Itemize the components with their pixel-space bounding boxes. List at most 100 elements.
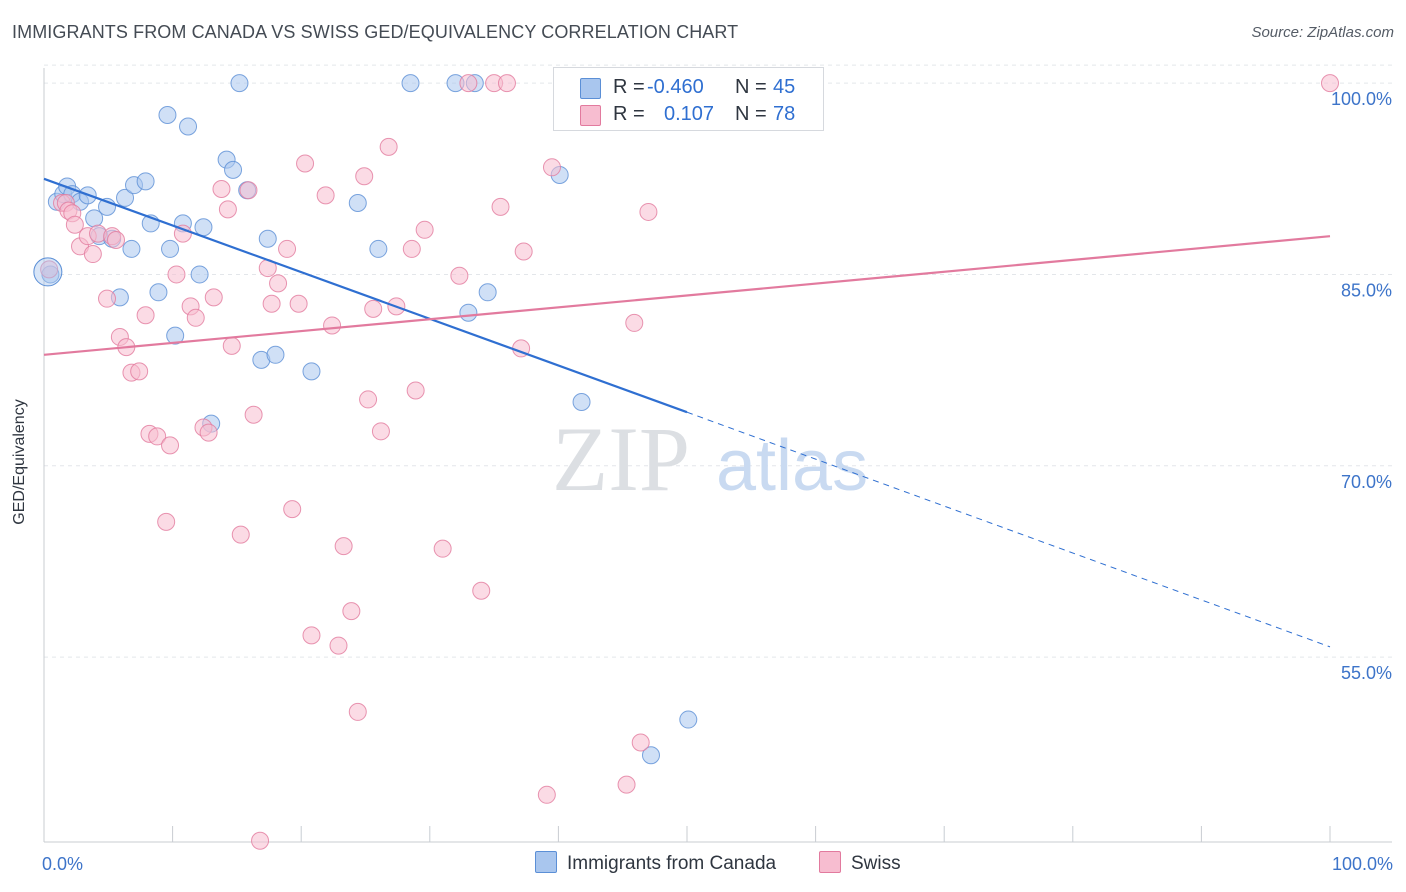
point-swiss[interactable] xyxy=(402,239,421,258)
point-swiss[interactable] xyxy=(1321,74,1339,93)
point-canada[interactable] xyxy=(190,265,209,284)
point-canada[interactable] xyxy=(266,345,285,364)
point-swiss[interactable] xyxy=(107,231,126,250)
point-swiss[interactable] xyxy=(83,245,102,264)
legend-item-swiss[interactable]: Swiss xyxy=(819,851,901,875)
legend-swatch-swiss xyxy=(819,851,841,873)
point-swiss[interactable] xyxy=(450,266,469,285)
y-tick-label: 100.0% xyxy=(1331,89,1392,109)
point-swiss[interactable] xyxy=(491,197,510,216)
point-canada[interactable] xyxy=(369,239,388,258)
point-swiss[interactable] xyxy=(625,313,644,332)
legend-label-swiss: Swiss xyxy=(851,853,901,874)
point-swiss[interactable] xyxy=(251,831,270,850)
point-swiss[interactable] xyxy=(359,390,378,409)
point-canada[interactable] xyxy=(149,283,168,302)
point-swiss[interactable] xyxy=(148,427,167,446)
point-swiss[interactable] xyxy=(537,785,556,804)
chart-title: IMMIGRANTS FROM CANADA VS SWISS GED/EQUI… xyxy=(12,22,739,42)
point-swiss[interactable] xyxy=(415,220,434,239)
point-swiss[interactable] xyxy=(433,539,452,558)
point-swiss[interactable] xyxy=(355,167,374,186)
point-canada[interactable] xyxy=(122,239,141,258)
legend-r-label: R = xyxy=(613,103,645,125)
legend-row-canada: R = -0.460 N = 45 xyxy=(554,75,823,101)
point-swiss[interactable] xyxy=(316,186,335,205)
point-canada[interactable] xyxy=(161,239,180,258)
point-swiss[interactable] xyxy=(204,288,223,307)
point-swiss[interactable] xyxy=(631,733,650,752)
point-canada[interactable] xyxy=(194,218,213,237)
y-axis-label: GED/Equivalency xyxy=(11,399,28,525)
point-swiss[interactable] xyxy=(269,274,288,293)
point-canada[interactable] xyxy=(459,303,478,322)
point-swiss[interactable] xyxy=(329,636,348,655)
point-swiss[interactable] xyxy=(222,336,241,355)
point-swiss[interactable] xyxy=(262,294,281,313)
point-swiss[interactable] xyxy=(617,775,636,794)
point-swiss[interactable] xyxy=(296,154,315,173)
point-swiss[interactable] xyxy=(364,299,383,318)
point-swiss[interactable] xyxy=(40,260,59,279)
point-swiss[interactable] xyxy=(244,405,263,424)
point-canada[interactable] xyxy=(478,283,497,302)
point-canada[interactable] xyxy=(348,194,367,213)
point-swiss[interactable] xyxy=(639,202,658,221)
point-canada[interactable] xyxy=(116,188,135,207)
legend-item-canada[interactable]: Immigrants from Canada xyxy=(535,851,776,875)
point-swiss[interactable] xyxy=(472,581,491,600)
point-swiss[interactable] xyxy=(98,289,117,308)
point-swiss[interactable] xyxy=(167,265,186,284)
point-swiss[interactable] xyxy=(514,242,533,261)
point-cluster[interactable] xyxy=(33,257,63,287)
point-canada[interactable] xyxy=(679,710,698,729)
point-canada[interactable] xyxy=(401,74,420,93)
point-swiss[interactable] xyxy=(218,200,237,219)
x-tick-labels: 0.0% 100.0% xyxy=(42,854,1393,874)
point-swiss[interactable] xyxy=(283,500,302,519)
point-swiss[interactable] xyxy=(173,224,192,243)
watermark: ZIP atlas xyxy=(552,408,868,510)
point-canada[interactable] xyxy=(230,74,249,93)
point-canada[interactable] xyxy=(166,326,185,345)
point-swiss[interactable] xyxy=(161,436,180,455)
point-canada[interactable] xyxy=(136,172,155,191)
point-swiss[interactable] xyxy=(371,422,390,441)
point-swiss[interactable] xyxy=(212,179,231,198)
point-swiss[interactable] xyxy=(406,381,425,400)
legend-swatch-canada xyxy=(580,78,601,99)
point-swiss[interactable] xyxy=(342,602,361,621)
point-swiss[interactable] xyxy=(65,215,84,234)
point-swiss[interactable] xyxy=(459,74,478,93)
point-swiss[interactable] xyxy=(278,239,297,258)
point-swiss[interactable] xyxy=(130,362,149,381)
point-swiss[interactable] xyxy=(323,316,342,335)
y-tick-labels: 55.0% 70.0% 85.0% 100.0% xyxy=(1331,89,1392,683)
point-swiss[interactable] xyxy=(348,702,367,721)
point-swiss[interactable] xyxy=(497,74,516,93)
point-canada[interactable] xyxy=(179,117,198,136)
y-tick-label: 55.0% xyxy=(1341,663,1392,683)
point-swiss[interactable] xyxy=(542,158,561,177)
point-swiss[interactable] xyxy=(302,626,321,645)
point-swiss[interactable] xyxy=(186,308,205,327)
point-swiss[interactable] xyxy=(199,423,218,442)
x-tick-label-max: 100.0% xyxy=(1332,854,1393,874)
correlation-legend: R = -0.460 N = 45 R = 0.107 N = 78 xyxy=(553,67,824,131)
point-swiss[interactable] xyxy=(334,537,353,556)
point-swiss[interactable] xyxy=(379,137,398,156)
point-canada[interactable] xyxy=(572,392,591,411)
point-canada[interactable] xyxy=(158,106,177,125)
point-swiss[interactable] xyxy=(157,512,176,531)
point-canada[interactable] xyxy=(258,229,277,248)
legend-row-swiss: R = 0.107 N = 78 xyxy=(554,102,823,128)
point-swiss[interactable] xyxy=(289,294,308,313)
point-swiss[interactable] xyxy=(136,306,155,325)
point-canada[interactable] xyxy=(641,746,660,765)
trend-swiss xyxy=(43,235,1331,356)
point-swiss[interactable] xyxy=(231,525,250,544)
point-swiss[interactable] xyxy=(239,181,258,200)
point-canada[interactable] xyxy=(302,362,321,381)
point-canada[interactable] xyxy=(224,160,243,179)
